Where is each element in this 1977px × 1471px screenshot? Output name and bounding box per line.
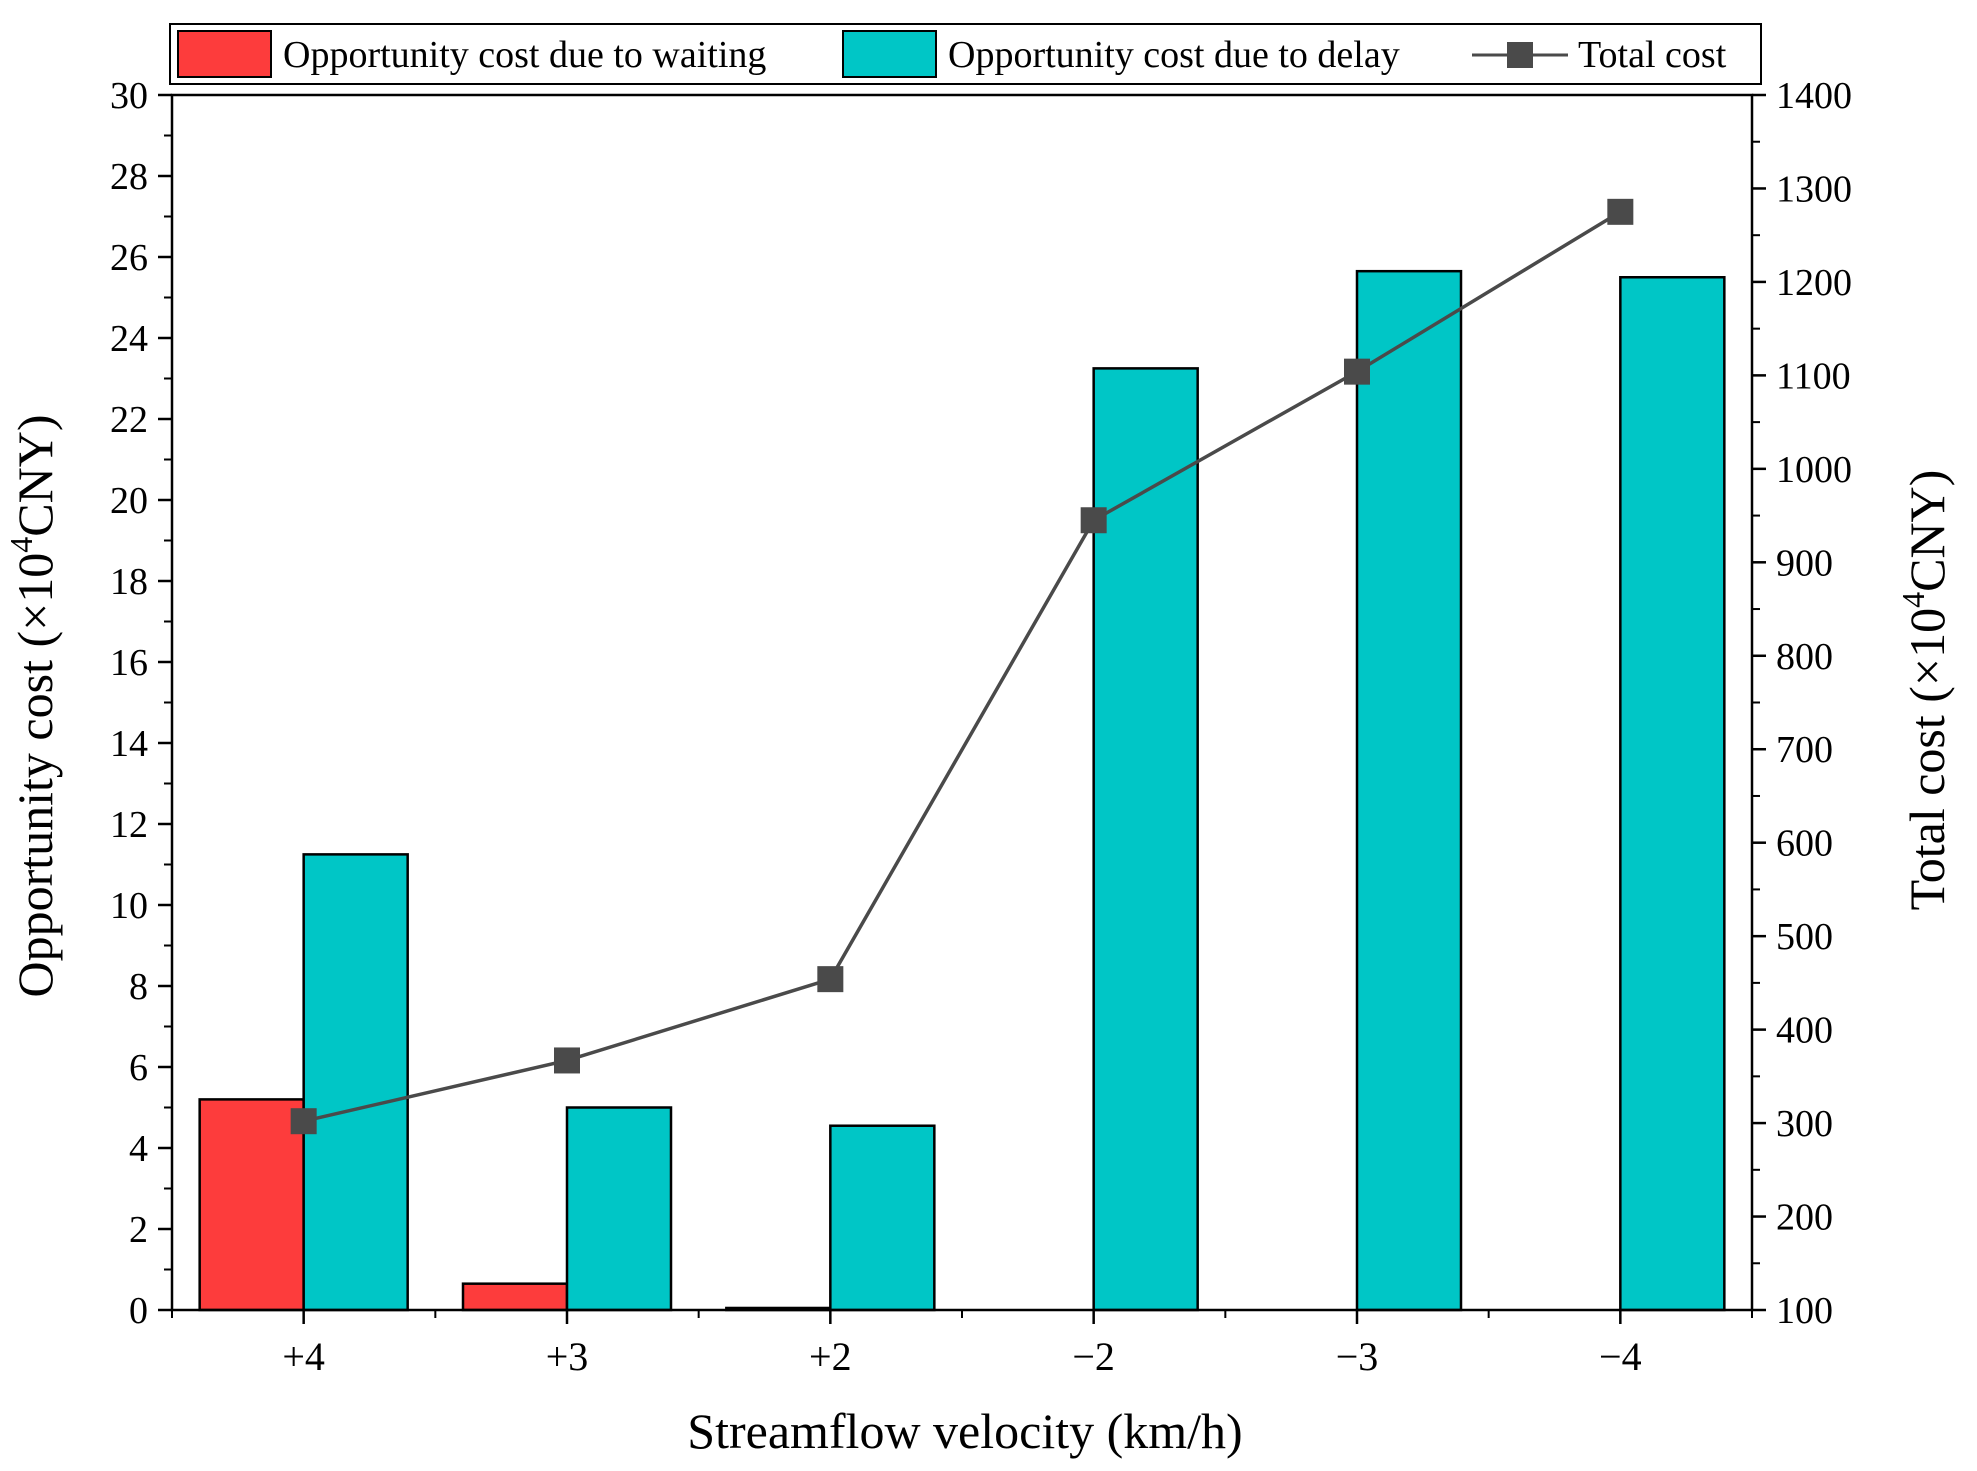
axes-layer: 0246810121416182022242628301002003004005… xyxy=(110,75,1852,1379)
line-layer xyxy=(290,198,1634,1135)
y-tick-label-11: 22 xyxy=(110,399,148,441)
y-tick-label-0: 0 xyxy=(129,1290,148,1332)
y-tick-label-3: 6 xyxy=(129,1047,148,1089)
y-tick-label-6: 12 xyxy=(110,804,148,846)
y2-tick-label-2: 300 xyxy=(1776,1103,1833,1145)
y-tick-label-14: 28 xyxy=(110,156,148,198)
y2-axis-title: Total cost (×104CNY) xyxy=(1895,470,1955,911)
y-tick-label-13: 26 xyxy=(110,237,148,279)
y2-tick-label-3: 400 xyxy=(1776,1010,1833,1052)
legend-label-total: Total cost xyxy=(1578,34,1727,76)
y2-tick-label-8: 900 xyxy=(1776,542,1833,584)
bar-delay-2 xyxy=(829,1124,936,1312)
y-axis-title: Opportunity cost (×104CNY) xyxy=(3,414,63,997)
x-tick-label-5: −4 xyxy=(1599,1334,1642,1379)
legend-swatch-waiting xyxy=(177,30,272,78)
x-tick-label-3: −2 xyxy=(1072,1334,1115,1379)
y2-tick-label-11: 1200 xyxy=(1776,262,1852,304)
y2-tick-label-0: 100 xyxy=(1776,1290,1833,1332)
y-tick-label-15: 30 xyxy=(110,75,148,117)
x-tick-label-4: −3 xyxy=(1336,1334,1379,1379)
legend-swatch-delay xyxy=(842,30,937,78)
y2-tick-label-12: 1300 xyxy=(1776,168,1852,210)
y-tick-label-7: 14 xyxy=(110,723,148,765)
y-tick-label-5: 10 xyxy=(110,885,148,927)
y-tick-label-1: 2 xyxy=(129,1209,148,1251)
y2-tick-label-7: 800 xyxy=(1776,636,1833,678)
x-tick-label-0: +4 xyxy=(282,1334,325,1379)
y-tick-label-10: 20 xyxy=(110,480,148,522)
total-cost-point-1 xyxy=(554,1047,580,1074)
bar-delay-0 xyxy=(302,853,409,1312)
bars-layer xyxy=(198,269,1726,1312)
bar-waiting-1 xyxy=(461,1282,569,1312)
legend-label-delay: Opportunity cost due to delay xyxy=(948,34,1400,76)
total-cost-point-4 xyxy=(1344,358,1370,385)
y2-tick-label-5: 600 xyxy=(1776,823,1833,865)
x-tick-label-2: +2 xyxy=(809,1334,852,1379)
y2-tick-label-6: 700 xyxy=(1776,729,1833,771)
bar-delay-4 xyxy=(1355,269,1463,1312)
y-tick-label-2: 4 xyxy=(129,1128,148,1170)
total-cost-point-5 xyxy=(1607,198,1634,225)
total-cost-point-0 xyxy=(290,1108,317,1135)
y-tick-label-4: 8 xyxy=(129,966,148,1008)
y-tick-label-8: 16 xyxy=(110,642,148,684)
y2-tick-label-13: 1400 xyxy=(1776,75,1852,117)
bar-delay-1 xyxy=(565,1106,673,1312)
legend-label-waiting: Opportunity cost due to waiting xyxy=(283,34,766,76)
y-tick-label-12: 24 xyxy=(110,318,148,360)
total-cost-point-3 xyxy=(1080,507,1107,534)
y2-tick-label-10: 1100 xyxy=(1776,355,1851,397)
legend-marker-total xyxy=(1507,42,1533,68)
total-cost-line xyxy=(303,210,1622,1123)
y2-tick-label-4: 500 xyxy=(1776,916,1833,958)
y-tick-label-9: 18 xyxy=(110,561,148,603)
y2-tick-label-1: 200 xyxy=(1776,1197,1833,1239)
x-tick-label-1: +3 xyxy=(546,1334,589,1379)
y2-tick-label-9: 1000 xyxy=(1776,449,1852,491)
total-cost-point-2 xyxy=(817,966,844,993)
bar-delay-5 xyxy=(1619,276,1726,1312)
bar-waiting-0 xyxy=(198,1098,305,1312)
legend: Opportunity cost due to waiting Opportun… xyxy=(169,23,1762,85)
x-axis-title: Streamflow velocity (km/h) xyxy=(687,1403,1242,1459)
